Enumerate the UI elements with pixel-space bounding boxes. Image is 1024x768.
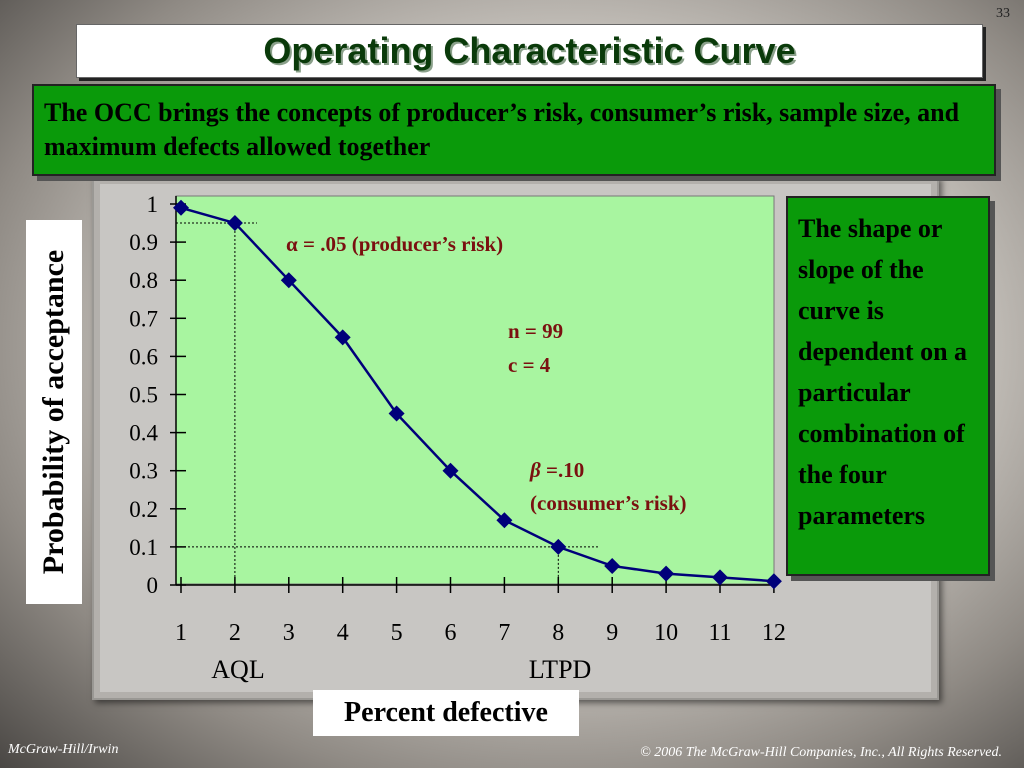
y-tick-label: 0.2 — [129, 497, 158, 522]
alpha-annotation: α = .05 (producer’s risk) — [286, 232, 503, 256]
x-tick-label: 3 — [283, 620, 295, 646]
footer-publisher: McGraw-Hill/Irwin — [8, 742, 119, 757]
side-note-text: The shape or slope of the curve is depen… — [798, 214, 968, 530]
y-tick-label: 0.1 — [129, 535, 158, 560]
x-tick-label: 7 — [498, 620, 510, 646]
x-tick-label: 10 — [654, 620, 678, 646]
x-tick-label: 6 — [445, 620, 457, 646]
slide-title: Operating Characteristic Curve — [263, 30, 796, 71]
x-tick-label: 2 — [229, 620, 241, 646]
x-tick-label: 11 — [708, 620, 731, 646]
x-tick-label: 12 — [762, 620, 786, 646]
y-tick-label: 0.4 — [129, 421, 158, 446]
data-point — [280, 272, 297, 289]
data-point — [226, 215, 243, 232]
y-axis-label: Probability of acceptance — [37, 249, 71, 575]
title-box: Operating Characteristic Curve — [76, 24, 983, 78]
side-callout: The shape or slope of the curve is depen… — [786, 196, 990, 576]
x-tick-label: 8 — [552, 620, 564, 646]
aql-label: AQL — [211, 655, 264, 684]
data-point — [765, 573, 782, 590]
intro-callout: The OCC brings the concepts of producer’… — [32, 84, 996, 176]
beta-annotation: β =.10 — [529, 458, 584, 482]
data-point — [173, 199, 189, 216]
y-tick-label: 0.9 — [129, 230, 158, 255]
y-tick-label: 0.3 — [129, 459, 158, 484]
x-axis-label: Percent defective — [344, 697, 548, 728]
y-tick-label: 0.7 — [129, 306, 158, 331]
data-point — [550, 538, 567, 555]
y-tick-label: 0.8 — [129, 268, 158, 293]
data-point — [334, 329, 351, 346]
sample-size-annotation: n = 99 — [508, 319, 563, 343]
beta-risk-label: (consumer’s risk) — [530, 491, 687, 515]
oc-curve-line — [180, 206, 774, 583]
plot-area — [175, 195, 775, 585]
x-tick-label: 5 — [391, 620, 403, 646]
y-tick-label: 0.5 — [129, 383, 158, 408]
data-point — [658, 565, 675, 582]
slide-number: 33 — [996, 6, 1010, 21]
footer-copyright: © 2006 The McGraw-Hill Companies, Inc., … — [640, 745, 1002, 760]
x-axis-label-box: Percent defective — [313, 690, 579, 736]
data-point — [604, 557, 621, 574]
x-tick-label: 1 — [175, 620, 187, 646]
data-point — [442, 462, 459, 479]
acceptance-number-annotation: c = 4 — [508, 353, 551, 377]
data-point — [496, 512, 513, 529]
data-point — [712, 569, 728, 586]
y-tick-label: 1 — [147, 192, 159, 217]
y-axis-label-box: Probability of acceptance — [26, 220, 82, 604]
y-tick-label: 0 — [147, 573, 159, 598]
y-tick-label: 0.6 — [129, 344, 158, 369]
x-tick-label: 9 — [606, 620, 618, 646]
x-tick-label: 4 — [337, 620, 349, 646]
intro-text: The OCC brings the concepts of producer’… — [44, 98, 960, 161]
ltpd-label: LTPD — [529, 655, 592, 684]
data-point — [388, 405, 405, 422]
